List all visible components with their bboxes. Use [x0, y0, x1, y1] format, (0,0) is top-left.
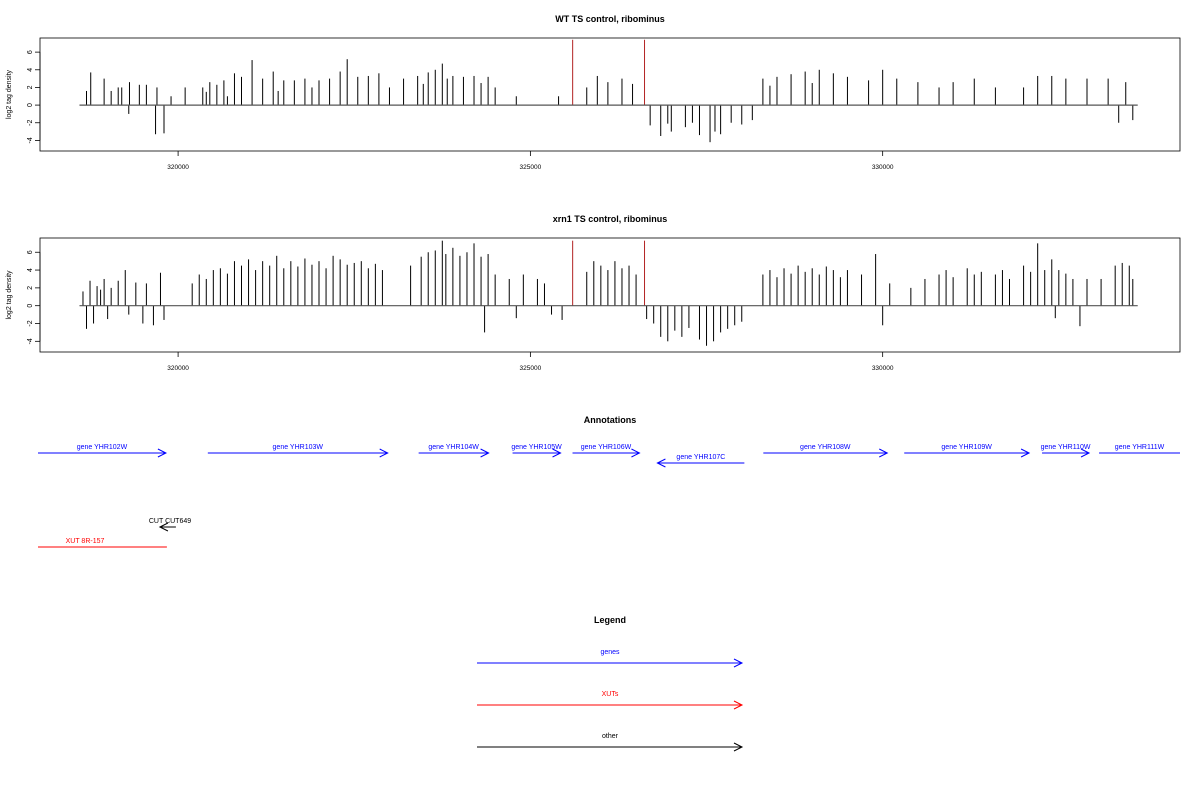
arrow-right-icon — [379, 448, 389, 458]
y-tick-label: 6 — [27, 250, 34, 254]
arrow-right-icon — [552, 448, 562, 458]
feature-label: gene YHR103W — [273, 444, 324, 451]
legend-title: Legend — [594, 615, 626, 625]
feature-label: gene YHR111W — [1115, 444, 1165, 451]
feature-label: gene YHR105W — [511, 444, 562, 451]
x-tick-label: 330000 — [872, 164, 894, 171]
annotations-title: Annotations — [584, 415, 637, 425]
feature-label: gene YHR109W — [941, 444, 992, 451]
arrow-right-icon — [157, 448, 168, 458]
annotation-features: gene YHR102W gene YHR103W gene YHR104W gene… — [38, 444, 1180, 548]
arrow-right-icon — [733, 742, 744, 752]
feature-label: gene YHR106W — [581, 444, 632, 451]
annotation-xut-8r-157: XUT 8R-157 — [38, 538, 167, 548]
legend-label: genes — [600, 649, 620, 656]
arrow-left-icon — [158, 522, 169, 532]
y-tick-label: 0 — [27, 304, 34, 308]
arrow-right-icon — [480, 448, 490, 458]
annotation-gene-yhr105w: gene YHR105W — [511, 444, 562, 458]
y-tick-label: 0 — [27, 103, 34, 107]
y-tick-label: -4 — [27, 338, 34, 344]
y-axis-label: log2 tag density — [6, 69, 13, 119]
arrow-right-icon — [631, 448, 641, 458]
feature-label: gene YHR108W — [800, 444, 851, 451]
y-tick-label: -4 — [27, 137, 34, 143]
arrow-right-icon — [1080, 448, 1091, 458]
x-tick-label: 320000 — [167, 164, 189, 171]
arrow-left-icon — [656, 458, 666, 468]
x-tick-label: 330000 — [872, 365, 894, 372]
annotation-gene-yhr109w: gene YHR109W — [904, 444, 1031, 458]
annotation-gene-yhr106w: gene YHR106W — [572, 444, 641, 458]
annotation-gene-yhr111w: gene YHR111W — [1099, 444, 1180, 454]
annotation-cut-cut649: CUT CUT649 — [149, 518, 191, 532]
x-tick-label: 320000 — [167, 365, 189, 372]
arrow-right-icon — [733, 658, 744, 668]
plot-title: WT TS control, ribominus — [555, 14, 665, 24]
arrow-right-icon — [1020, 448, 1031, 458]
plot-frame — [39, 237, 1181, 353]
feature-label: gene YHR107C — [676, 454, 725, 461]
annotation-gene-yhr104w: gene YHR104W — [418, 444, 490, 458]
x-tick-label: 325000 — [520, 365, 542, 372]
x-tick-label: 325000 — [520, 164, 542, 171]
arrow-right-icon — [733, 700, 744, 710]
plot-title: xrn1 TS control, ribominus — [553, 214, 668, 224]
feature-label: gene YHR102W — [77, 444, 128, 451]
xrn1-density-plot: xrn1 TS control, ribominus log2 tag densi… — [6, 214, 1181, 372]
y-tick-label: -2 — [27, 320, 34, 326]
y-tick-label: 2 — [27, 85, 34, 89]
feature-label: gene YHR104W — [428, 444, 479, 451]
annotation-gene-yhr103w: gene YHR103W — [207, 444, 389, 458]
legend-label: XUTs — [602, 691, 619, 698]
annotations-panel: Annotations gene YHR102W gene YHR103W gene… — [38, 415, 1180, 548]
plot-frame — [39, 37, 1181, 152]
arrow-right-icon — [879, 448, 889, 458]
y-axis-label: log2 tag density — [6, 270, 13, 320]
y-tick-label: 6 — [27, 50, 34, 54]
feature-label: gene YHR110W — [1041, 444, 1091, 451]
legend-panel: Legend genes XUTs other — [477, 615, 744, 752]
annotation-gene-yhr110w: gene YHR110W — [1041, 444, 1091, 458]
feature-label: CUT CUT649 — [149, 518, 191, 525]
wt-density-plot: WT TS control, ribominus log2 tag density… — [6, 14, 1181, 171]
y-tick-label: -2 — [27, 120, 34, 126]
y-tick-label: 2 — [27, 286, 34, 290]
y-tick-label: 4 — [27, 268, 34, 272]
feature-label: XUT 8R-157 — [66, 538, 105, 545]
y-tick-label: 4 — [27, 68, 34, 72]
legend-label: other — [602, 733, 619, 740]
annotation-gene-yhr107c: gene YHR107C — [656, 454, 745, 468]
annotation-gene-yhr102w: gene YHR102W — [38, 444, 168, 458]
annotation-gene-yhr108w: gene YHR108W — [763, 444, 889, 458]
